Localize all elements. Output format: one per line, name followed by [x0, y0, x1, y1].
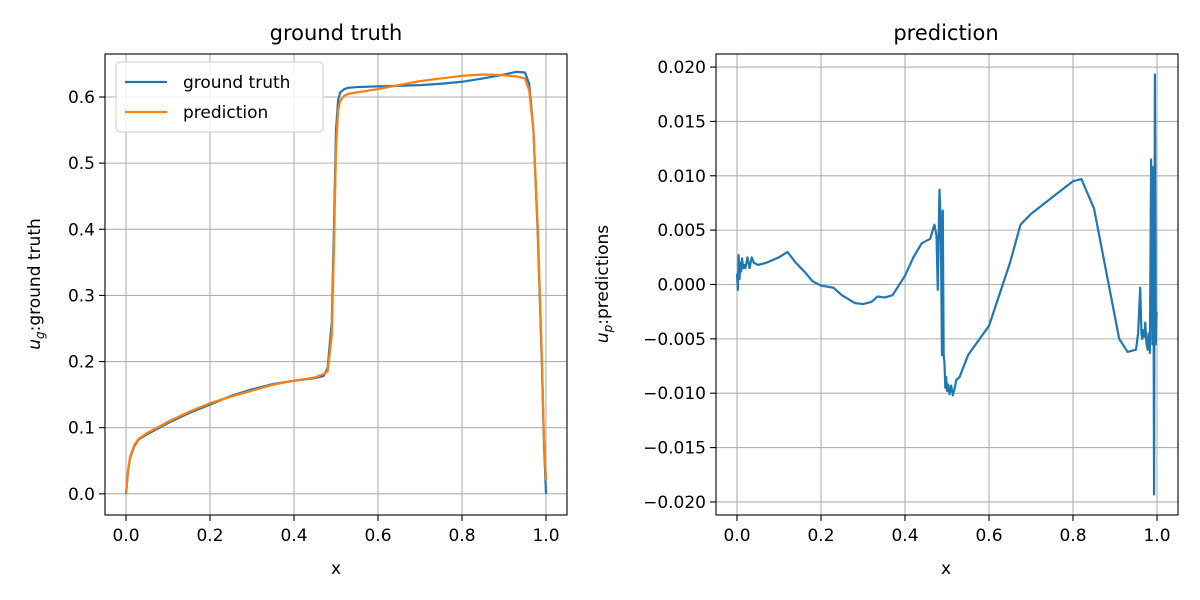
- y-tick-label: 0.4: [68, 220, 95, 240]
- prediction-line: [124, 73, 548, 494]
- y-tick-label: 0.3: [68, 286, 95, 306]
- y-axis-label: ug:ground truth: [25, 218, 47, 350]
- x-tick-label: 1.0: [1143, 526, 1170, 546]
- x-tick-label: 0.6: [364, 526, 391, 546]
- x-axis-label: x: [331, 559, 341, 579]
- x-tick-label: 0.4: [280, 526, 307, 546]
- y-axis-label: up:predictions: [593, 225, 615, 343]
- axis-ticks: 0.0 0.2 0.4 0.6 0.8 1.0 −0.020 −0.015 −0.010 −0.0…: [643, 58, 1170, 546]
- x-tick-label: 0.8: [448, 526, 475, 546]
- legend-label: ground truth: [183, 73, 290, 93]
- x-axis-label: x: [941, 559, 951, 579]
- legend-box: [115, 61, 324, 133]
- y-tick-label: −0.015: [643, 439, 706, 459]
- y-tick-label: 0.6: [68, 88, 95, 108]
- series-0-line: [735, 73, 1158, 496]
- y-tick-label: 0.1: [68, 419, 95, 439]
- y-tick-label: −0.005: [643, 330, 706, 350]
- ground-truth-chart: 0.0 0.2 0.4 0.6 0.8 1.00.00.10.20.30.40.50.6 …: [25, 21, 568, 579]
- y-tick-label: 0.005: [657, 221, 706, 241]
- prediction-chart: 0.0 0.2 0.4 0.6 0.8 1.0 −0.020 −0.015 −0.010 −0.0…: [593, 21, 1179, 579]
- x-tick-label: 1.0: [532, 526, 559, 546]
- x-tick-label: 0.8: [1059, 526, 1086, 546]
- y-tick-label: −0.020: [643, 493, 706, 513]
- axis-ticks: 0.0 0.2 0.4 0.6 0.8 1.0 0.0 0.1 0.2 0.3 0.4 0.5 0.6: [68, 88, 560, 546]
- grid-lines: [716, 54, 1178, 515]
- chart-title: prediction: [893, 21, 998, 45]
- y-tick-label: 0.000: [657, 276, 706, 296]
- series-lines: [124, 70, 548, 494]
- y-tick-label: −0.010: [643, 384, 706, 404]
- y-tick-label: 0.2: [68, 353, 95, 373]
- chart-title: ground truth: [270, 21, 403, 45]
- plot-frame: [104, 53, 568, 516]
- y-tick-label: 0.5: [68, 154, 95, 174]
- x-tick-label: 0.6: [975, 526, 1002, 546]
- legend: ground truth prediction: [115, 61, 324, 133]
- x-tick-label: 0.0: [112, 526, 139, 546]
- series-lines: [735, 73, 1158, 496]
- y-tick-label: 0.010: [657, 167, 706, 187]
- x-tick-label: 0.2: [196, 526, 223, 546]
- y-tick-label: 0.015: [657, 112, 706, 132]
- x-tick-label: 0.0: [723, 526, 750, 546]
- x-tick-label: 0.4: [891, 526, 918, 546]
- y-tick-label: 0.0: [68, 485, 95, 505]
- legend-label: prediction: [183, 103, 268, 123]
- plot-frame: [715, 53, 1179, 516]
- x-tick-label: 0.2: [807, 526, 834, 546]
- y-tick-label: 0.020: [657, 58, 706, 78]
